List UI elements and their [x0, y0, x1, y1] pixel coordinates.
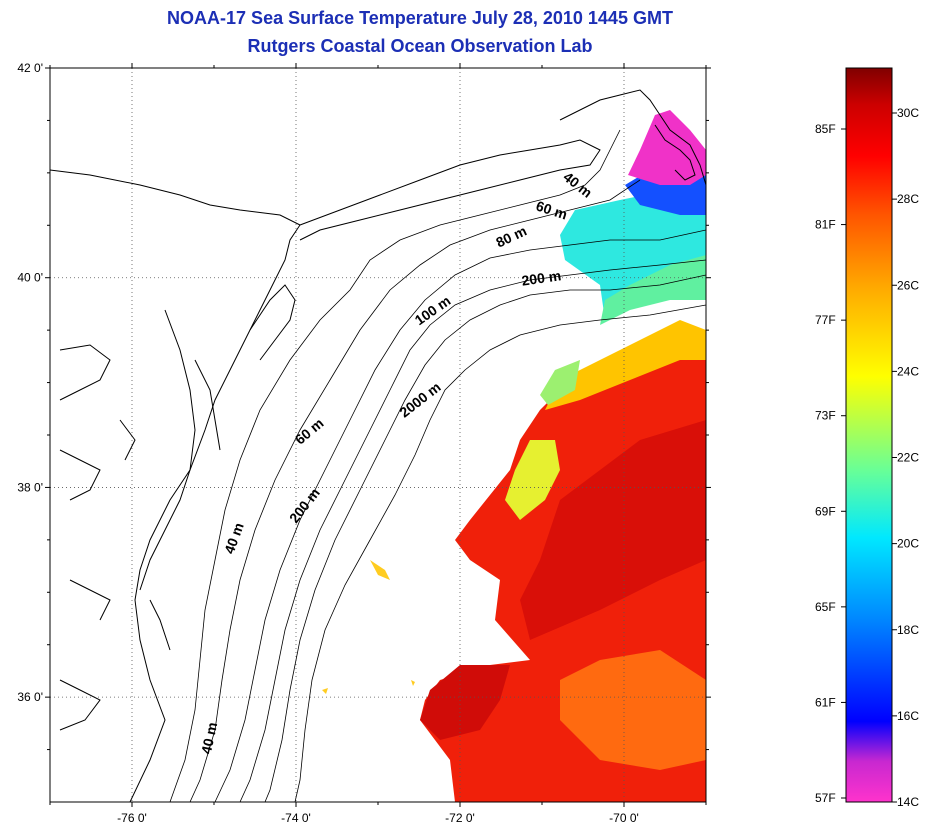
coastline-capecod — [654, 124, 696, 181]
map-subtitle: Rutgers Coastal Ocean Observation Lab — [247, 36, 593, 56]
sst-green-north — [600, 255, 706, 325]
sst-magenta-north — [628, 110, 706, 185]
colorbar-f-label: 65F — [815, 600, 836, 614]
sst-yellow-green-west — [505, 440, 560, 520]
sst-green-edge — [540, 360, 580, 405]
coastline-newengland — [559, 89, 706, 186]
colorbar-c-label: 22C — [897, 451, 919, 465]
isobath-40m — [169, 129, 621, 802]
isobath-200m — [264, 274, 706, 802]
isobath-60m — [189, 179, 641, 802]
colorbar-c-label: 14C — [897, 795, 919, 809]
colorbar-f-label: 85F — [815, 122, 836, 136]
lat-tick-label: 42 0' — [17, 61, 43, 75]
map-title: NOAA-17 Sea Surface Temperature July 28,… — [167, 8, 673, 28]
lon-tick-label: -76 0' — [117, 811, 147, 825]
isobath-label: 40 m — [560, 169, 595, 201]
isobath-label: 60 m — [534, 198, 569, 223]
isobath-label: 80 m — [493, 222, 529, 250]
colorbar-f-label: 81F — [815, 218, 836, 232]
isobath-label: 40 m — [198, 721, 220, 756]
colorbar-f-label: 77F — [815, 313, 836, 327]
lat-tick-label: 38 0' — [17, 480, 43, 494]
lon-tick-label: -70 0' — [609, 811, 639, 825]
colorbar-c-label: 20C — [897, 537, 919, 551]
colorbar-c-label: 18C — [897, 623, 919, 637]
sst-red-core — [520, 420, 706, 640]
lon-tick-label: -72 0' — [445, 811, 475, 825]
colorbar-c-label: 30C — [897, 106, 919, 120]
sst-red-south — [420, 665, 510, 740]
colorbar — [845, 67, 893, 803]
isobath-label: 200 m — [521, 267, 563, 288]
lat-tick-label: 40 0' — [17, 271, 43, 285]
colorbar-f-label: 61F — [815, 695, 836, 709]
lon-tick-label: -74 0' — [281, 811, 311, 825]
sst-cyan-north — [560, 180, 706, 320]
coastline-main — [50, 169, 301, 802]
colorbar-c-label: 24C — [897, 364, 919, 378]
colorbar-f-label: 69F — [815, 504, 836, 518]
coastline-longisland — [299, 139, 601, 241]
isobaths — [169, 129, 706, 802]
sst-specks — [322, 560, 415, 694]
isobath-80m — [214, 229, 706, 802]
lat-tick-label: 36 0' — [17, 690, 43, 704]
colorbar-labels: 85F 81F 77F 73F 69F 65F 61F 57F 30C 28C 26C 24C 22C 2… — [815, 106, 919, 809]
isobath-label: 60 m — [292, 415, 327, 448]
sst-field — [322, 110, 706, 802]
sst-orange-patch — [560, 650, 706, 770]
isobath-label: 2000 m — [396, 379, 443, 421]
coastline-chesapeake — [139, 309, 221, 591]
colorbar-c-label: 28C — [897, 192, 919, 206]
axis-ticks: 42 0' 40 0' 38 0' 36 0' -76 0' -74 0' -72 0' -7… — [17, 61, 711, 825]
isobath-label: 200 m — [286, 485, 323, 526]
coastline — [50, 89, 706, 802]
colorbar-f-label: 73F — [815, 409, 836, 423]
coastline-inlets — [59, 344, 171, 731]
colorbar-c-label: 16C — [897, 709, 919, 723]
isobath-100m — [239, 259, 706, 802]
coastline-delaware — [249, 284, 296, 361]
sst-yellow-band — [545, 320, 706, 410]
isobath-2000m — [294, 304, 706, 802]
colorbar-f-label: 57F — [815, 791, 836, 805]
colorbar-c-label: 26C — [897, 278, 919, 292]
isobath-label: 40 m — [221, 520, 247, 555]
